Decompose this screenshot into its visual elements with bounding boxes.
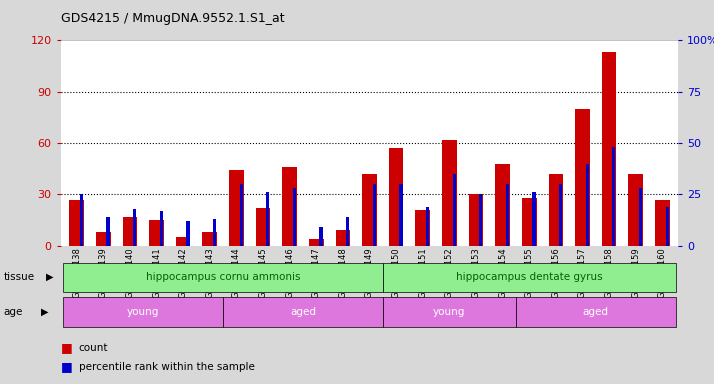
Bar [533,192,536,246]
Bar [64,297,223,327]
Bar [69,200,84,246]
Bar [223,297,383,327]
Bar [293,188,296,246]
Bar [309,239,323,246]
Bar [559,184,562,246]
Bar [479,194,483,246]
Bar [213,219,216,246]
Bar [362,174,377,246]
Bar [229,170,243,246]
Bar [123,217,137,246]
Bar [176,237,191,246]
Bar [468,194,483,246]
Bar [613,147,615,246]
Bar [64,263,383,292]
Bar [319,227,323,246]
Text: tissue: tissue [4,272,35,282]
Bar [373,184,376,246]
Bar [282,167,297,246]
Bar [453,174,456,246]
Bar [383,263,675,292]
Bar [442,140,457,246]
Bar [106,217,110,246]
Text: ■: ■ [61,341,72,354]
Text: count: count [79,343,108,353]
Text: ▶: ▶ [46,272,54,282]
Text: hippocampus cornu ammonis: hippocampus cornu ammonis [146,272,301,283]
Bar [522,198,536,246]
Bar [585,164,589,246]
Bar [389,148,403,246]
Bar [516,297,675,327]
Text: GDS4215 / MmugDNA.9552.1.S1_at: GDS4215 / MmugDNA.9552.1.S1_at [61,12,284,25]
Text: young: young [127,307,159,317]
Text: aged: aged [290,307,316,317]
Bar [160,211,163,246]
Bar [506,184,509,246]
Bar [665,207,669,246]
Bar [149,220,164,246]
Text: ▶: ▶ [41,307,49,317]
Bar [496,164,510,246]
Bar [203,232,217,246]
Text: hippocampus dentate gyrus: hippocampus dentate gyrus [456,272,603,283]
Bar [383,297,516,327]
Bar [186,221,189,246]
Bar [655,200,670,246]
Bar [575,109,590,246]
Bar [602,52,616,246]
Bar [80,194,83,246]
Bar [639,188,642,246]
Bar [96,232,111,246]
Bar [256,208,271,246]
Bar [133,209,136,246]
Bar [399,184,403,246]
Text: ■: ■ [61,360,72,373]
Bar [266,192,269,246]
Text: young: young [433,307,466,317]
Bar [548,174,563,246]
Text: aged: aged [583,307,609,317]
Bar [628,174,643,246]
Bar [426,207,429,246]
Text: percentile rank within the sample: percentile rank within the sample [79,362,254,372]
Bar [240,184,243,246]
Bar [416,210,430,246]
Text: age: age [4,307,23,317]
Bar [346,217,349,246]
Bar [336,230,350,246]
